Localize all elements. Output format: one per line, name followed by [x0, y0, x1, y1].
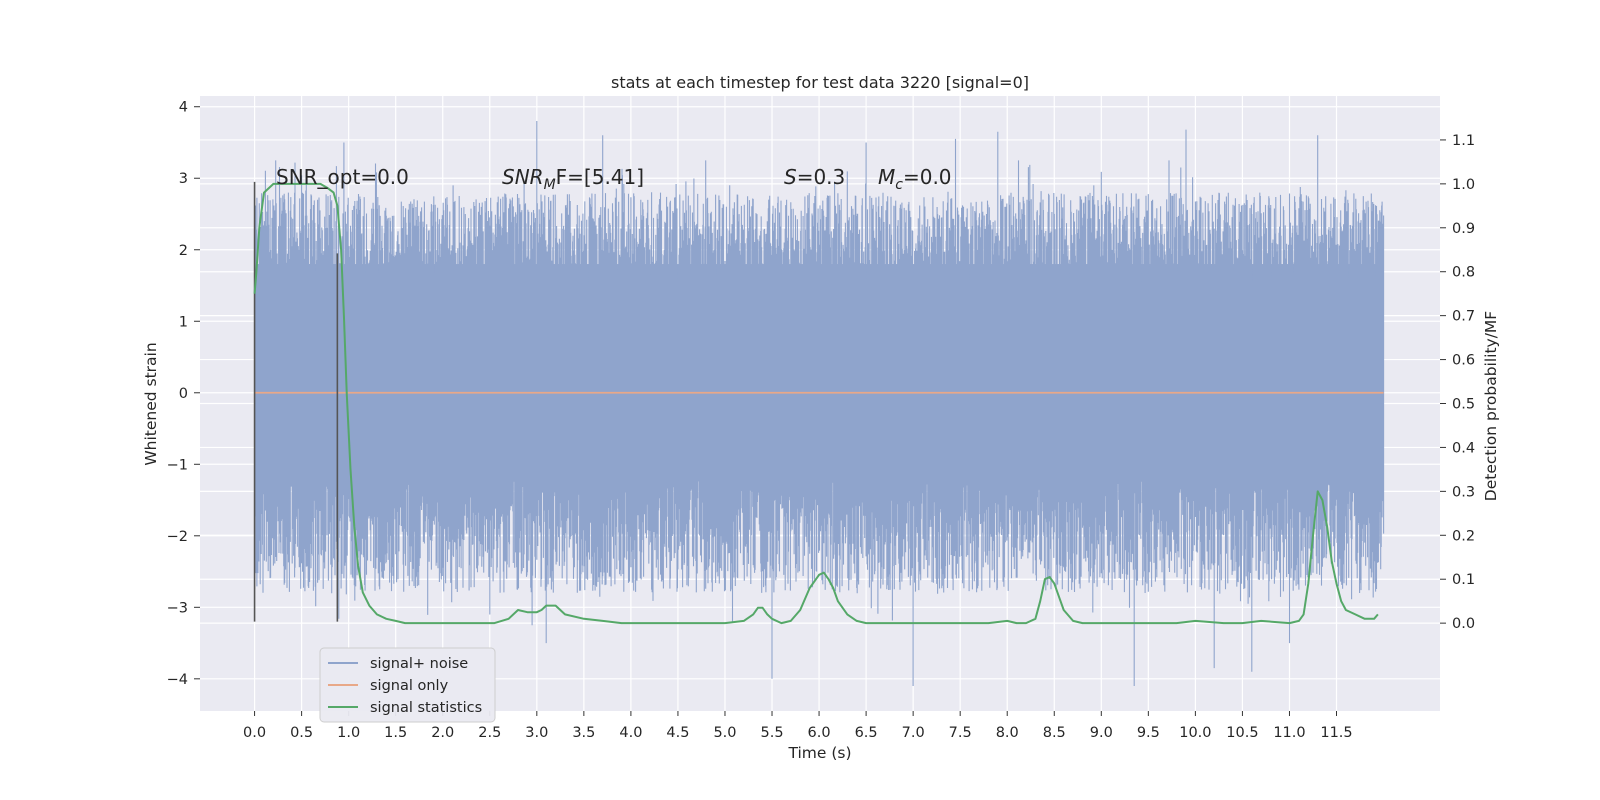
- x-tick-label: 5.5: [760, 725, 783, 741]
- x-tick-label: 4.0: [619, 725, 642, 741]
- left-y-tick-label: 1: [179, 314, 188, 330]
- left-y-tick-label: 4: [179, 100, 188, 116]
- left-y-tick-label: 0: [179, 386, 188, 402]
- series-signal-noise: [254, 121, 1385, 686]
- left-y-tick-label: −1: [167, 457, 188, 473]
- right-y-tick-label: 0.4: [1452, 440, 1475, 456]
- right-y-tick-label: 0.0: [1452, 616, 1475, 632]
- x-tick-label: 9.0: [1090, 725, 1113, 741]
- annotation-s: S=0.3: [784, 165, 845, 189]
- left-y-tick-label: 3: [179, 171, 188, 187]
- left-y-tick-label: −2: [167, 529, 188, 545]
- x-tick-label: 1.0: [337, 725, 360, 741]
- legend-box: [319, 647, 496, 723]
- annotation-mc: Mc=0.0: [878, 165, 952, 193]
- x-tick-label: 0.5: [290, 725, 313, 741]
- series-signal-statistics: [253, 182, 1379, 625]
- right-y-tick-label: 0.3: [1452, 484, 1475, 500]
- right-y-tick-label: 1.1: [1452, 133, 1475, 149]
- x-tick-labels: 0.0 0.5 1.0 1.5 2.0 2.5 3.0 3.5 4.0 4.5 5.0 5.5 6.0 6…: [243, 711, 1353, 741]
- right-y-tick-label: 0.6: [1452, 353, 1475, 369]
- x-tick-label: 3.5: [572, 725, 595, 741]
- x-tick-label: 1.5: [384, 725, 407, 741]
- signal-statistics-line: [253, 182, 1379, 625]
- x-tick-label: 8.0: [996, 725, 1019, 741]
- x-tick-label: 11.0: [1273, 725, 1305, 741]
- right-y-tick-label: 1.0: [1452, 177, 1475, 193]
- annotation-snr-mf-sub: M: [544, 177, 556, 193]
- annotation-snr-opt: SNR_opt=0.0: [276, 165, 409, 189]
- x-tick-label: 4.5: [666, 725, 689, 741]
- right-y-tick-label: 0.2: [1452, 528, 1475, 544]
- annotation-mc-rest: =0.0: [903, 165, 952, 189]
- right-y-tick-label: 0.5: [1452, 397, 1475, 413]
- legend: signal+ noise signal only signal statist…: [319, 647, 496, 723]
- left-y-tick-label: −3: [167, 600, 188, 616]
- right-y-tick-label: 0.1: [1452, 572, 1475, 588]
- x-tick-label: 2.5: [478, 725, 501, 741]
- annotation-snr-mf-rest: F=[5.41]: [556, 165, 644, 189]
- vertical-markers: [253, 181, 339, 622]
- left-y-tick-label: −4: [167, 672, 188, 688]
- x-tick-label: 7.0: [902, 725, 925, 741]
- legend-label-signal-only: signal only: [370, 678, 449, 694]
- x-tick-label: 0.0: [243, 725, 266, 741]
- x-tick-label: 10.0: [1179, 725, 1211, 741]
- right-y-axis-label: Detection probability/MF: [1482, 311, 1500, 502]
- x-axis-label: Time (s): [787, 744, 851, 762]
- x-tick-label: 9.5: [1137, 725, 1160, 741]
- legend-label-signal-statistics: signal statistics: [370, 700, 482, 716]
- x-tick-label: 10.5: [1226, 725, 1258, 741]
- x-tick-label: 8.5: [1043, 725, 1066, 741]
- x-tick-label: 11.5: [1320, 725, 1352, 741]
- annotation-mc-main: M: [878, 165, 895, 189]
- left-y-tick-labels: 4 3 2 1 0 −1 −2 −3 −4: [167, 100, 200, 688]
- x-tick-label: 6.0: [808, 725, 831, 741]
- left-y-tick-label: 2: [179, 243, 188, 259]
- legend-label-signal-noise: signal+ noise: [370, 656, 468, 672]
- x-tick-label: 7.5: [949, 725, 972, 741]
- x-tick-label: 2.0: [431, 725, 454, 741]
- right-y-tick-labels: 1.1 1.0 0.9 0.8 0.7 0.6 0.5 0.4 0.3 0.2 0.1 0.0: [1440, 133, 1475, 632]
- annotation-mc-sub: c: [895, 177, 903, 193]
- right-y-tick-label: 0.9: [1452, 221, 1475, 237]
- left-y-axis-label: Whitened strain: [142, 342, 160, 465]
- annotation-s-main: S: [784, 165, 797, 189]
- chart-title: stats at each timestep for test data 322…: [611, 73, 1029, 92]
- right-y-tick-label: 0.8: [1452, 265, 1475, 281]
- x-tick-label: 3.0: [525, 725, 548, 741]
- right-y-tick-label: 0.7: [1452, 309, 1475, 325]
- annotation-snr-mf: SNRMF=[5.41]: [502, 165, 644, 193]
- annotation-s-rest: =0.3: [797, 165, 846, 189]
- x-tick-label: 5.0: [713, 725, 736, 741]
- x-tick-label: 6.5: [855, 725, 878, 741]
- annotation-snr-mf-main: SNR: [502, 165, 544, 189]
